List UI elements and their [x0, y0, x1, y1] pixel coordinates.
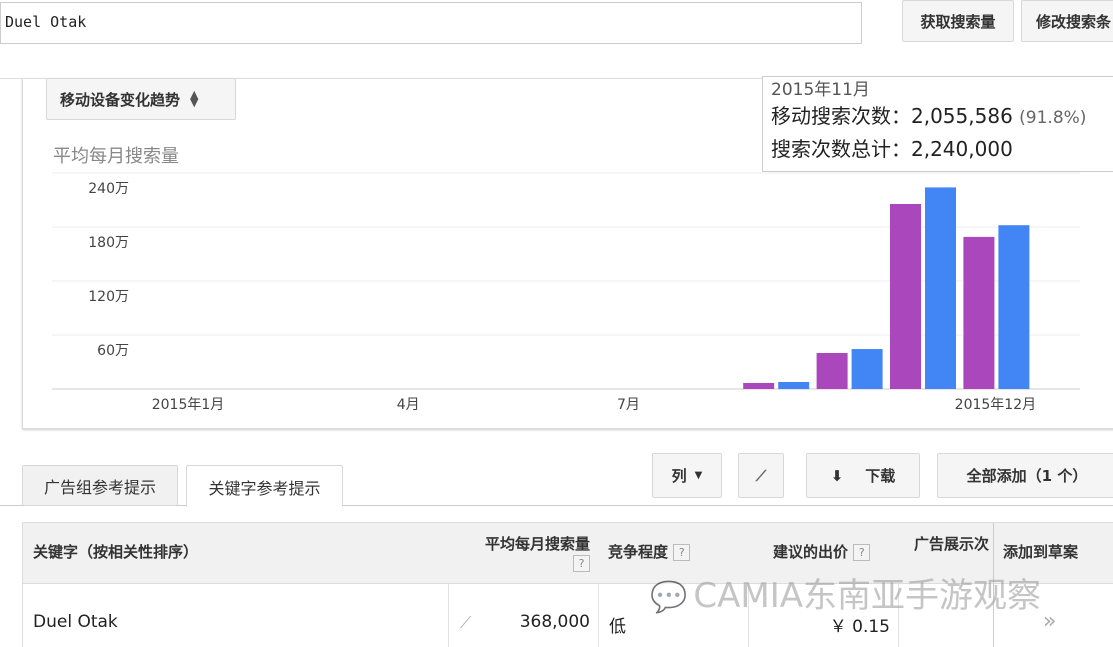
tooltip-share: (91.8%): [1019, 108, 1087, 128]
column-divider: [598, 584, 599, 647]
trend-icon[interactable]: ⟋: [460, 613, 472, 632]
table: 关键字（按相关性排序） 平均每月搜索量? 竞争程度 ? 建议的出价 ? 广告展示…: [22, 522, 1113, 647]
add-all-button[interactable]: 全部添加（1 个）: [937, 453, 1113, 498]
dropdown-label: 移动设备变化趋势: [60, 90, 181, 109]
header-label: 竞争程度: [608, 543, 669, 561]
tooltip: 2015年11月 移动搜索次数：2,055,586 (91.8%) 搜索次数总计…: [762, 76, 1113, 172]
add-button[interactable]: »: [1043, 609, 1057, 634]
table-header: [23, 523, 1113, 584]
column-divider: [993, 523, 994, 647]
cell: 低: [609, 617, 626, 637]
column-header: 广告展示次: [914, 535, 990, 553]
bar: [851, 349, 883, 389]
cell: Duel Otak: [33, 612, 118, 632]
y-tick-label: 120万: [88, 289, 129, 305]
trend-dropdown[interactable]: 移动设备变化趋势 ▲ ▼: [46, 78, 236, 120]
tooltip-label: 移动搜索次数：: [771, 104, 911, 128]
tooltip-month: 2015年11月: [771, 80, 870, 100]
button-label: 列: [671, 467, 687, 485]
button-label: 下载: [865, 467, 896, 485]
divider: [0, 78, 1113, 79]
bar: [816, 353, 848, 389]
bar: [778, 381, 810, 389]
column-header: 平均每月搜索量?: [484, 535, 590, 572]
tooltip-label: 搜索次数总计：: [771, 137, 911, 161]
chart-card: [22, 78, 1113, 429]
cell: 368,000: [519, 612, 590, 632]
bar: [925, 187, 956, 389]
x-tick-label: 4月: [397, 397, 420, 413]
chart-toggle-button[interactable]: ⟋: [738, 453, 784, 498]
dropdown-icon: ▲ ▼: [190, 88, 199, 109]
y-tick-label: 60万: [97, 343, 129, 359]
columns-button[interactable]: 列 ▼: [652, 453, 722, 498]
watermark-text: CAMIA东南亚手游观察: [693, 576, 1041, 616]
header-label: 建议的出价: [773, 543, 849, 561]
get-volume-button[interactable]: 获取搜索量: [902, 0, 1014, 42]
x-tick-label: 7月: [617, 397, 640, 413]
bar: [998, 225, 1030, 389]
modify-search-button[interactable]: 修改搜索条: [1021, 0, 1113, 42]
bar: [963, 236, 995, 389]
column-header: 建议的出价 ?: [773, 541, 871, 562]
tooltip-value: 2,055,586: [911, 104, 1013, 128]
column-header: 添加到草案: [1003, 543, 1079, 561]
cell: ￥ 0.15: [829, 617, 890, 637]
column-header: 关键字（按相关性排序）: [33, 543, 199, 561]
tab-line: [0, 505, 1113, 506]
tab[interactable]: 广告组参考提示: [22, 465, 178, 506]
header-label: 平均每月搜索量: [484, 535, 590, 553]
bar: [743, 382, 775, 389]
column-divider: [448, 584, 449, 647]
watermark: 💬 CAMIA东南亚手游观察: [650, 576, 1041, 616]
column-divider: [748, 584, 749, 647]
y-tick-label: 240万: [88, 181, 129, 197]
chart: 60万 120万 180万 240万 2015年1月 4月 7月 2015年12月: [52, 172, 1080, 413]
tab-active[interactable]: 关键字参考提示: [186, 465, 343, 507]
column-header: 竞争程度 ?: [608, 541, 691, 562]
search-input[interactable]: Duel Otak: [0, 2, 862, 44]
tooltip-value: 2,240,000: [911, 137, 1013, 161]
column-divider: [898, 584, 899, 647]
chart-title: 平均每月搜索量: [53, 146, 179, 167]
x-tick-label: 2015年12月: [955, 397, 1036, 413]
y-tick-label: 180万: [88, 235, 129, 251]
bar: [890, 203, 921, 389]
x-tick-label: 2015年1月: [152, 397, 225, 413]
download-button[interactable]: ⬇ 下载: [806, 453, 920, 498]
